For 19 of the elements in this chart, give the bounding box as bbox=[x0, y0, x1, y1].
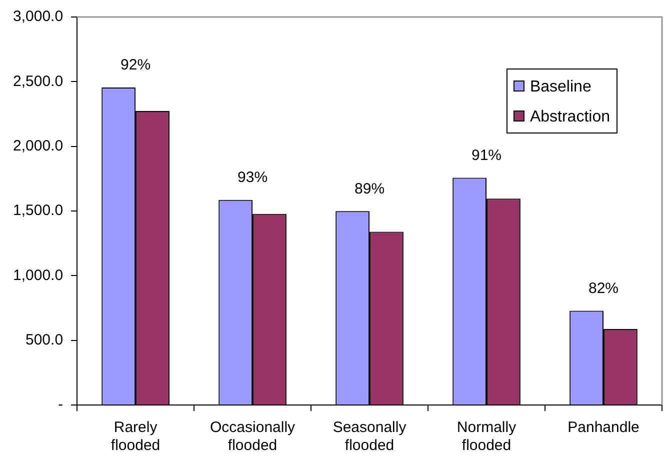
x-tick-label: Rarely flooded bbox=[110, 419, 160, 454]
y-tick-label: 2,500.0 bbox=[13, 72, 64, 90]
legend-label: Baseline bbox=[530, 78, 592, 96]
x-tick-label: Normally flooded bbox=[456, 419, 517, 454]
annotation: 82% bbox=[588, 280, 619, 297]
annotation: 91% bbox=[472, 146, 502, 164]
y-tick-label: - bbox=[58, 396, 64, 414]
annotation: 93% bbox=[238, 169, 268, 186]
y-tick-label: 2,000.0 bbox=[13, 137, 64, 154]
y-tick-label: 1,500.0 bbox=[13, 202, 64, 220]
annotation: 89% bbox=[354, 180, 385, 198]
x-tick-label: Panhandle bbox=[568, 419, 640, 436]
y-tick-label: 3,000.0 bbox=[13, 8, 64, 26]
legend-label: Abstraction bbox=[530, 108, 610, 126]
x-tick-label: Occasionally flooded bbox=[210, 419, 296, 454]
x-tick-label: Seasonally flooded bbox=[332, 419, 407, 454]
annotation: 92% bbox=[120, 56, 151, 74]
y-tick-label: 1,000.0 bbox=[13, 266, 64, 284]
y-tick-label: 500.0 bbox=[26, 331, 64, 348]
